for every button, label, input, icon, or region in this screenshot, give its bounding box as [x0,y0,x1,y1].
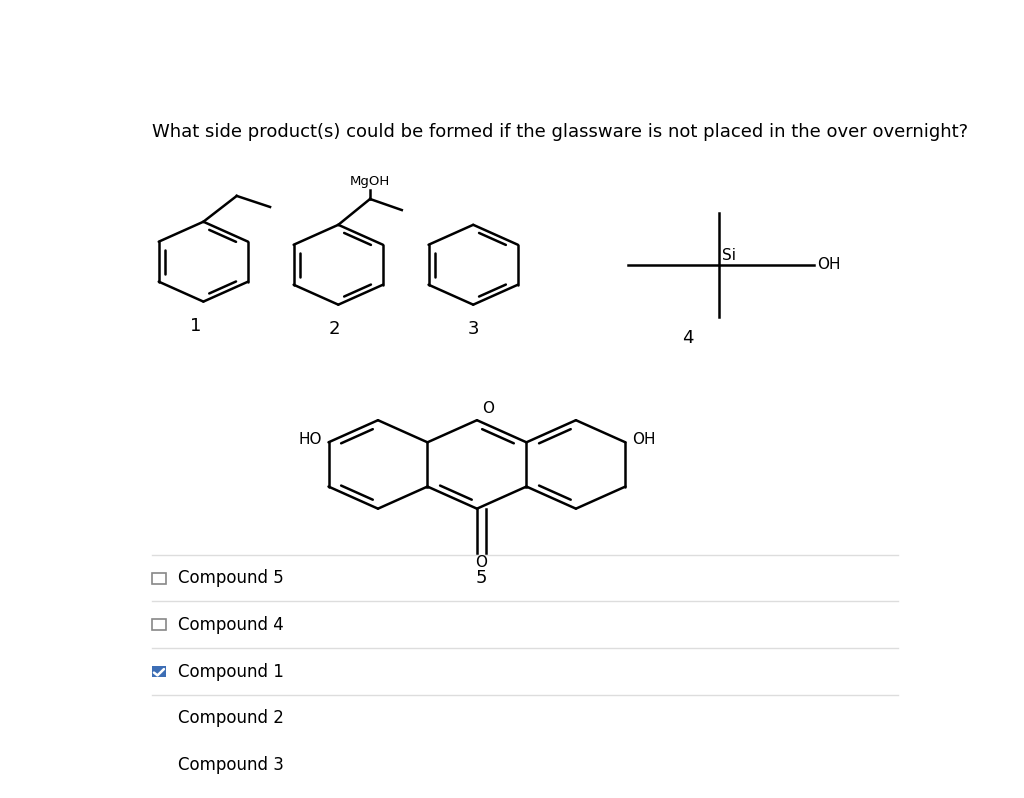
FancyBboxPatch shape [152,713,166,724]
FancyBboxPatch shape [152,573,166,583]
Text: Si: Si [722,248,736,263]
Text: OH: OH [817,257,841,272]
Text: 2: 2 [329,320,340,338]
Text: MgOH: MgOH [350,175,390,188]
Text: Compound 1: Compound 1 [178,662,284,681]
FancyBboxPatch shape [152,760,166,770]
Text: Compound 5: Compound 5 [178,569,284,587]
FancyBboxPatch shape [152,619,166,630]
Text: Compound 3: Compound 3 [178,756,284,774]
Text: What side product(s) could be formed if the glassware is not placed in the over : What side product(s) could be formed if … [152,124,968,141]
Text: 4: 4 [682,330,693,347]
FancyBboxPatch shape [152,666,166,677]
Text: OH: OH [632,432,655,447]
Text: Compound 2: Compound 2 [178,709,284,727]
Text: 1: 1 [189,317,201,335]
Text: O: O [475,555,487,571]
Text: 5: 5 [475,569,486,587]
Text: Compound 4: Compound 4 [178,616,284,634]
Text: 3: 3 [468,320,479,338]
Text: HO: HO [299,432,323,447]
Text: O: O [481,401,494,416]
